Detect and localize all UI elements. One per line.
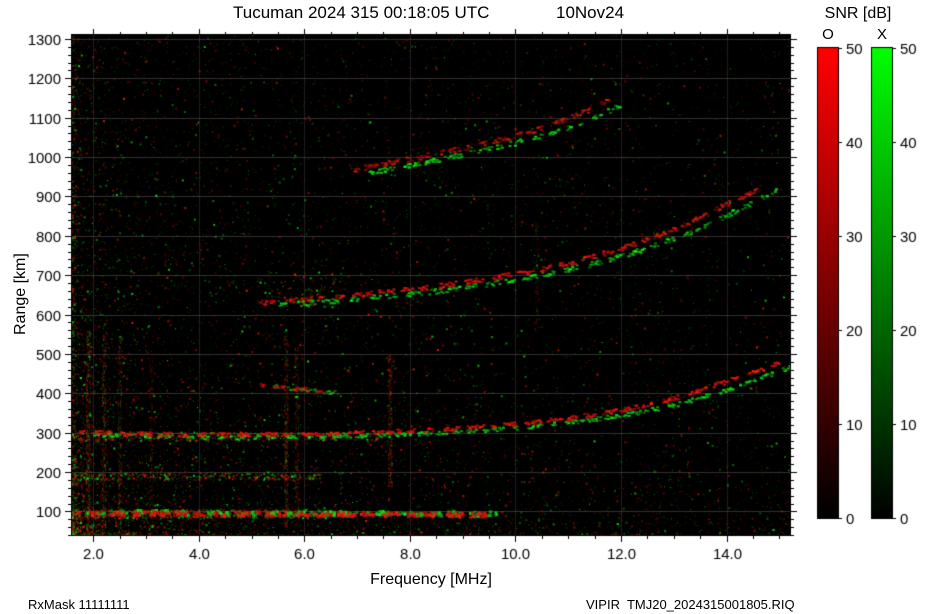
plot-title: Tucuman 2024 315 00:18:05 UTC — [233, 3, 490, 22]
colorbar-title: SNR [dB] — [824, 5, 892, 22]
plot-date: 10Nov24 — [556, 3, 625, 22]
filename-label: VIPIR TMJ20_2024315001805.RIQ — [586, 597, 795, 612]
x-axis-label: Frequency [MHz] — [370, 571, 492, 588]
x-mode-label: X — [876, 26, 887, 43]
rxmask-label: RxMask 11111111 — [28, 597, 130, 612]
y-axis-label: Range [km] — [12, 253, 29, 335]
o-mode-label: O — [822, 26, 834, 43]
